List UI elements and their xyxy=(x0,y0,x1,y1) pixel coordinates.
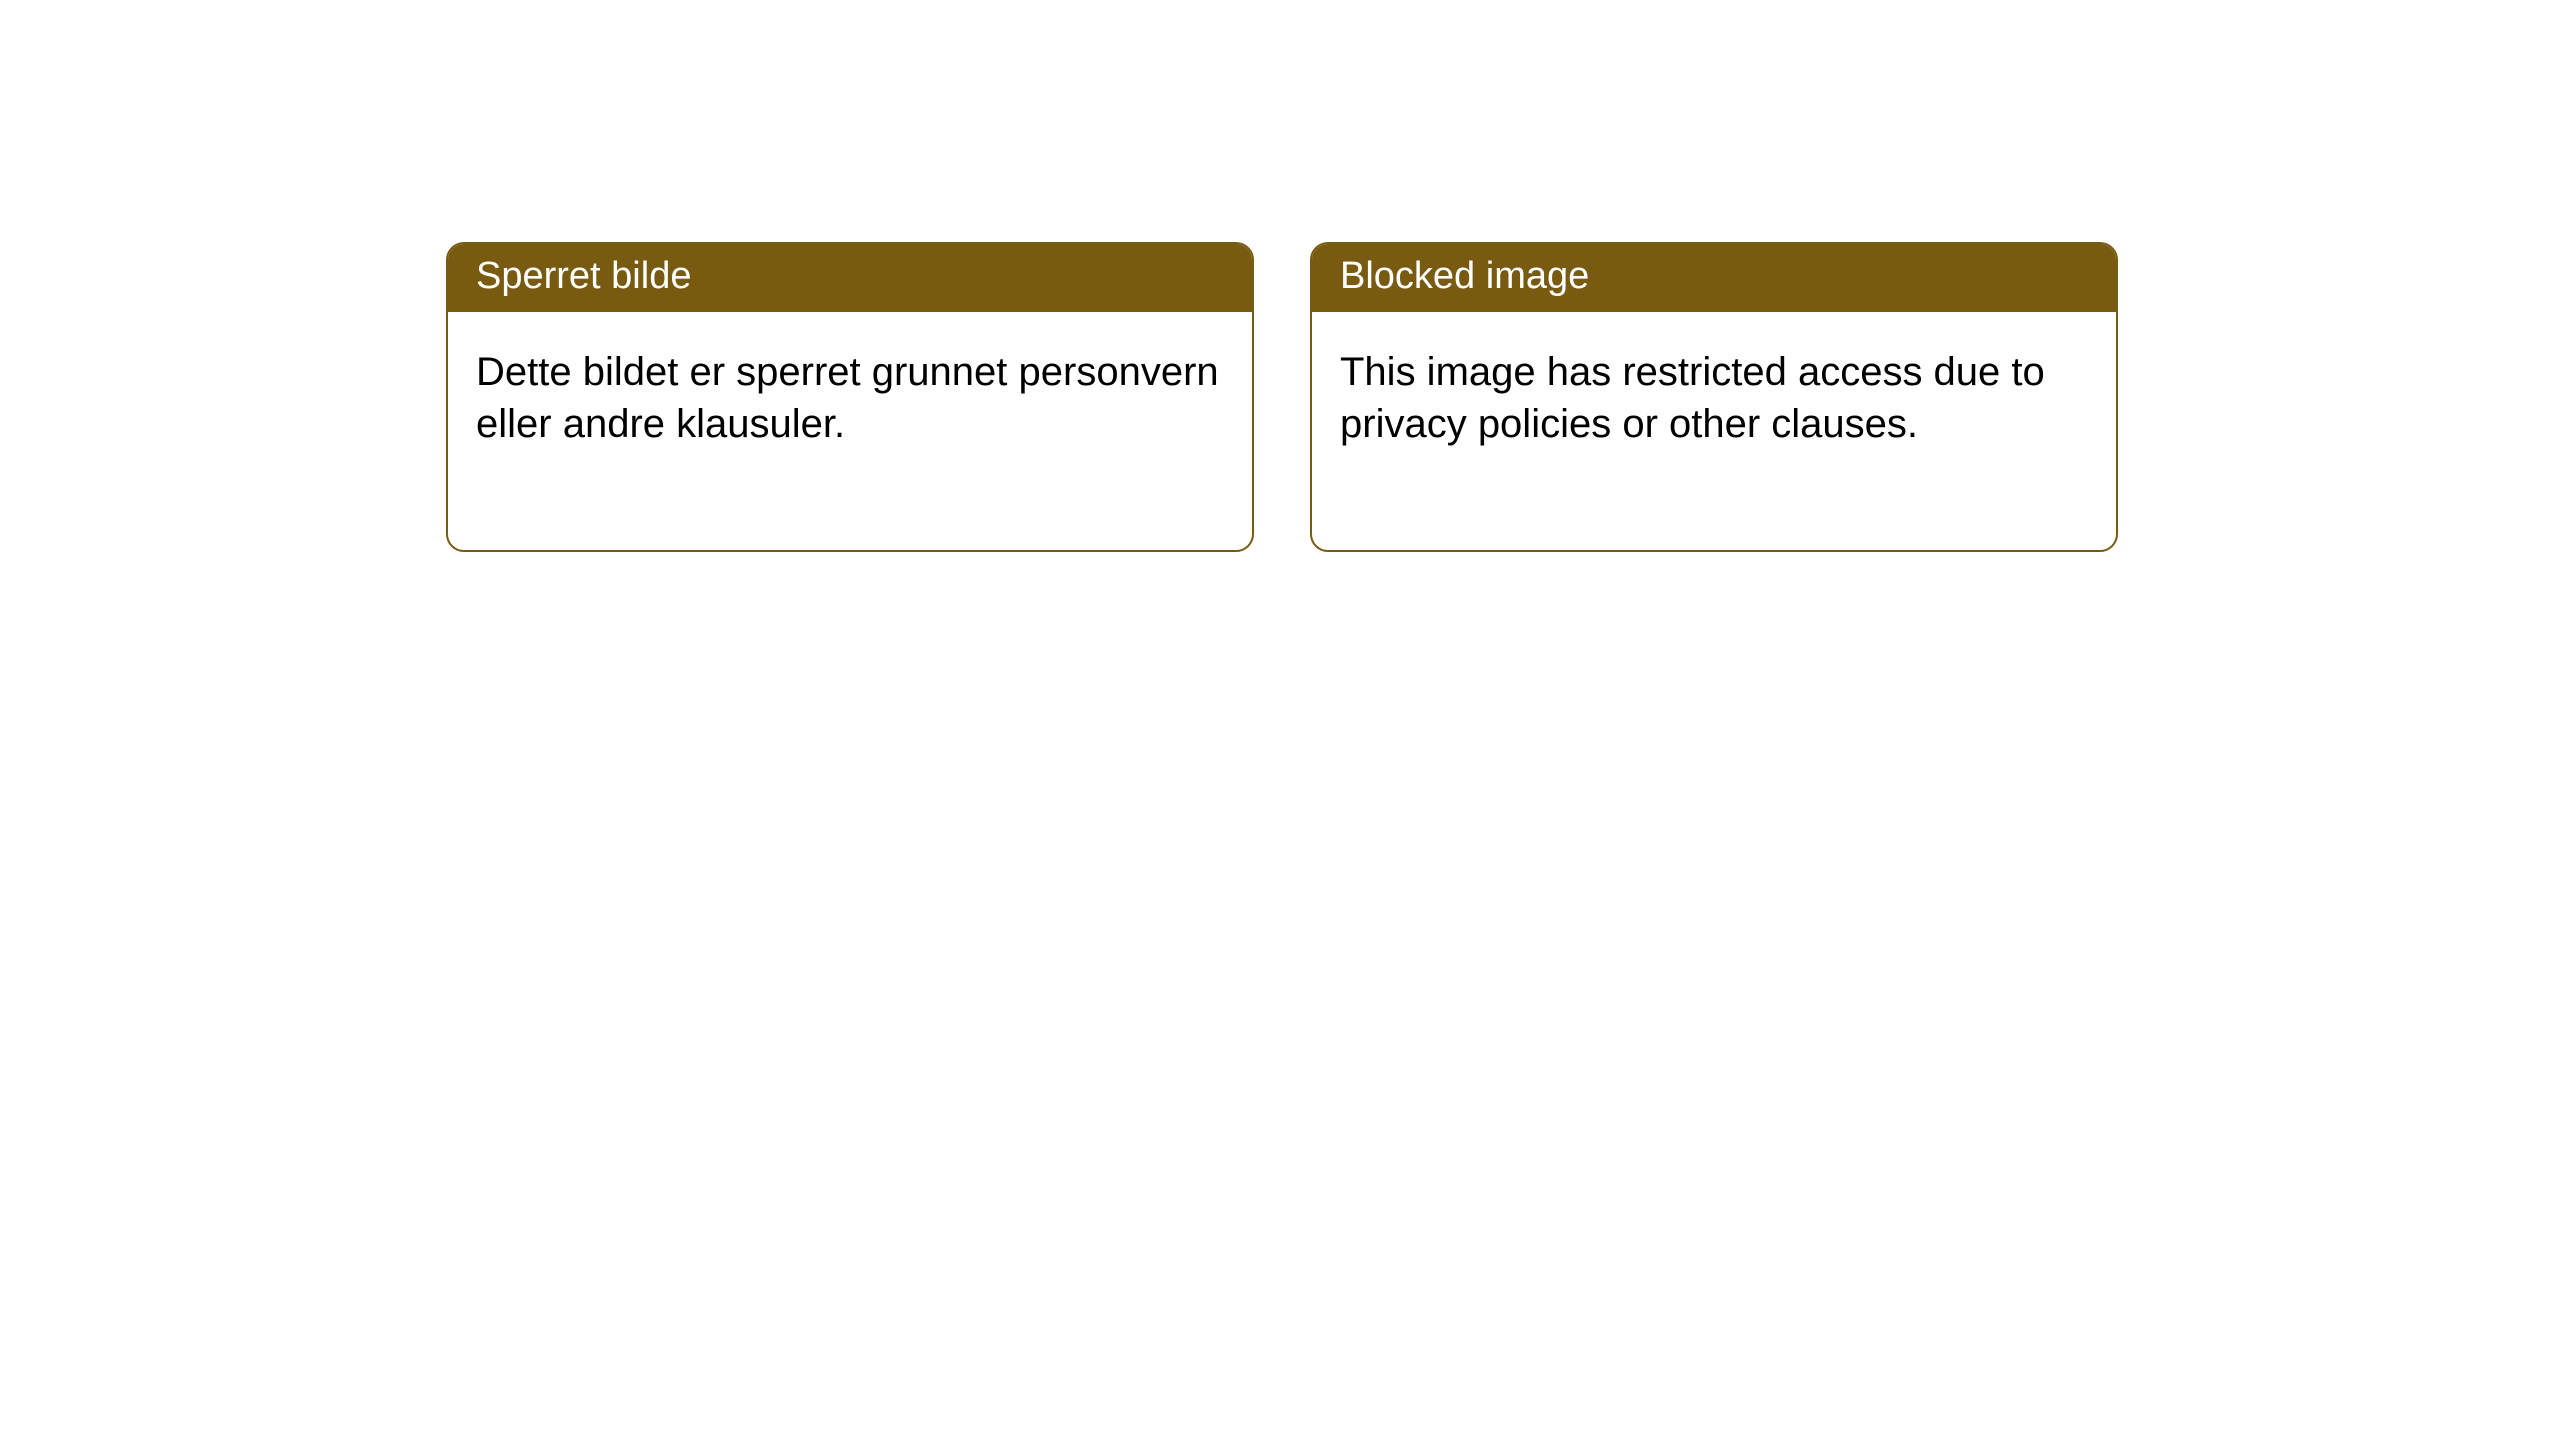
notice-card-english: Blocked image This image has restricted … xyxy=(1310,242,2118,552)
notice-card-title: Sperret bilde xyxy=(448,244,1252,312)
notice-card-norwegian: Sperret bilde Dette bildet er sperret gr… xyxy=(446,242,1254,552)
notice-card-title: Blocked image xyxy=(1312,244,2116,312)
notice-container: Sperret bilde Dette bildet er sperret gr… xyxy=(0,0,2560,552)
notice-card-body: This image has restricted access due to … xyxy=(1312,312,2116,550)
notice-card-body: Dette bildet er sperret grunnet personve… xyxy=(448,312,1252,550)
